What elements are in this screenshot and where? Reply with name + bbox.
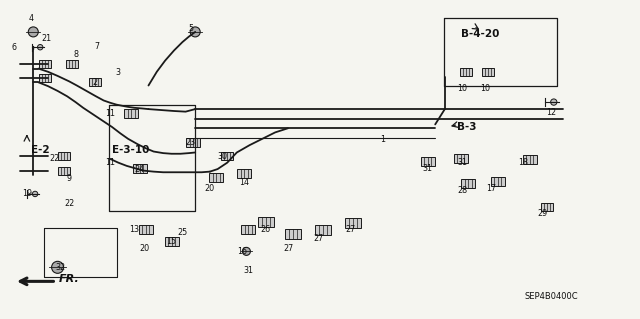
Bar xyxy=(209,173,223,182)
Text: 3: 3 xyxy=(116,68,121,77)
Text: 27: 27 xyxy=(314,234,324,243)
Text: 31: 31 xyxy=(243,266,253,275)
Bar xyxy=(132,164,147,173)
Text: 13: 13 xyxy=(129,225,140,234)
Circle shape xyxy=(28,27,38,37)
Text: 10: 10 xyxy=(457,84,467,93)
Text: 27: 27 xyxy=(283,244,293,253)
Text: 27: 27 xyxy=(346,225,356,234)
Text: 20: 20 xyxy=(205,184,215,193)
Bar xyxy=(186,138,200,147)
Text: 17: 17 xyxy=(486,184,497,193)
Text: 14: 14 xyxy=(239,178,250,187)
Bar xyxy=(491,177,505,186)
Text: E-2: E-2 xyxy=(31,145,49,155)
Bar xyxy=(257,217,274,227)
Bar xyxy=(221,152,233,160)
Text: 12: 12 xyxy=(547,108,557,117)
Bar xyxy=(346,218,362,228)
Bar xyxy=(420,157,435,166)
Text: 31: 31 xyxy=(457,158,467,167)
Text: SEP4B0400C: SEP4B0400C xyxy=(525,292,579,301)
Bar xyxy=(461,179,476,188)
Text: 8: 8 xyxy=(73,50,78,59)
Text: 19: 19 xyxy=(22,189,32,198)
Text: 16: 16 xyxy=(237,247,247,256)
Bar xyxy=(39,60,51,68)
Text: 5: 5 xyxy=(188,24,193,33)
Text: 22: 22 xyxy=(49,154,60,163)
Bar xyxy=(285,229,301,240)
Text: 22: 22 xyxy=(64,199,74,208)
Bar xyxy=(482,68,493,76)
Circle shape xyxy=(243,247,250,256)
Circle shape xyxy=(38,45,43,50)
Text: 28: 28 xyxy=(457,186,467,195)
Bar xyxy=(164,237,179,246)
Text: 11: 11 xyxy=(105,158,115,167)
Text: 21: 21 xyxy=(42,34,52,43)
Text: E-3-10: E-3-10 xyxy=(112,145,149,155)
Text: 26: 26 xyxy=(260,225,271,234)
Text: FR.: FR. xyxy=(59,274,79,284)
Circle shape xyxy=(190,27,200,37)
Circle shape xyxy=(33,191,38,197)
Text: 6: 6 xyxy=(12,43,17,52)
Bar xyxy=(241,225,255,234)
Text: 31: 31 xyxy=(422,164,433,173)
Text: B-3: B-3 xyxy=(457,122,476,132)
Circle shape xyxy=(550,99,557,105)
Bar xyxy=(58,152,70,160)
Bar xyxy=(58,167,70,175)
Text: 25: 25 xyxy=(177,228,188,237)
Text: 7: 7 xyxy=(95,42,100,51)
Text: 15: 15 xyxy=(166,237,177,246)
Text: 32: 32 xyxy=(56,263,66,272)
Bar xyxy=(124,109,138,118)
Text: 24: 24 xyxy=(134,165,145,174)
Text: 18: 18 xyxy=(518,158,529,167)
Text: B-4-20: B-4-20 xyxy=(461,29,499,40)
Text: 1: 1 xyxy=(380,135,385,144)
Text: 10: 10 xyxy=(480,84,490,93)
Bar xyxy=(89,78,100,86)
Bar xyxy=(460,68,472,76)
Text: 9: 9 xyxy=(67,174,72,182)
Text: 20: 20 xyxy=(139,244,149,253)
Bar xyxy=(315,225,332,235)
Bar xyxy=(39,74,51,82)
Circle shape xyxy=(52,261,63,273)
Text: 23: 23 xyxy=(186,138,196,147)
Bar xyxy=(454,154,468,163)
Bar xyxy=(66,60,77,68)
Bar xyxy=(139,225,153,234)
Text: 11: 11 xyxy=(105,109,115,118)
Text: 29: 29 xyxy=(538,209,548,218)
Text: 4: 4 xyxy=(28,14,33,23)
Text: 30: 30 xyxy=(218,152,228,161)
Bar xyxy=(541,203,553,211)
Bar xyxy=(523,155,537,164)
Bar xyxy=(237,169,252,178)
Text: 2: 2 xyxy=(92,78,97,87)
